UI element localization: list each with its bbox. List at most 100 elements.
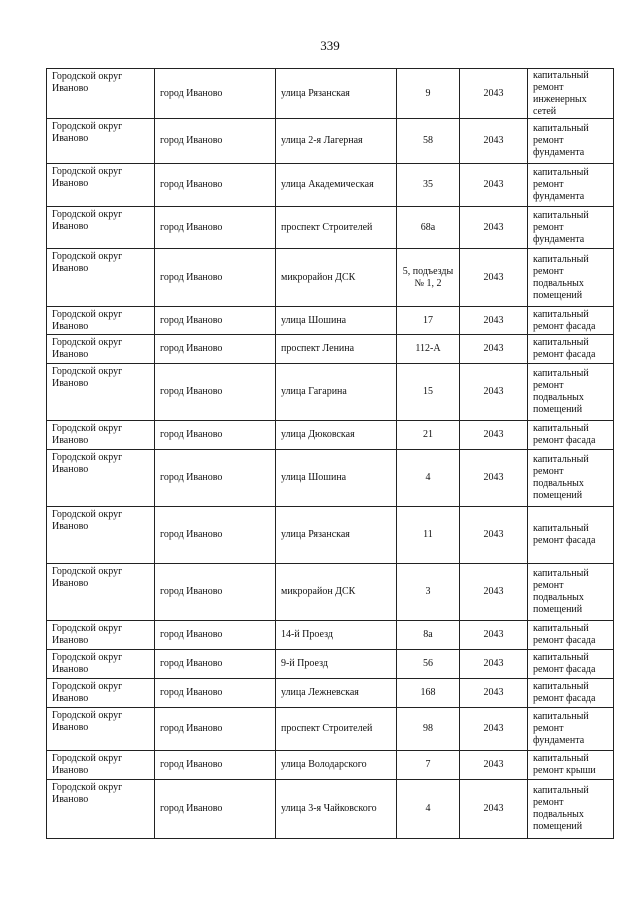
work-type-cell: капитальный ремонт фасада [527, 420, 614, 450]
table-row: Городской округ Иваново город Иваново 14-й… [46, 620, 614, 650]
year-cell: 2043 [459, 206, 528, 249]
table-row: Городской округ Иваново город Иваново прос… [46, 707, 614, 751]
city-cell: город Иваново [154, 449, 276, 507]
city-cell: город Иваново [154, 620, 276, 650]
district-cell: Городской округ Иваново [46, 750, 155, 780]
street-cell: улица Рязанская [275, 68, 397, 119]
year-cell: 2043 [459, 750, 528, 780]
house-number-cell: 9 [396, 68, 460, 119]
work-type-cell: капитальный ремонт подвальных помещений [527, 449, 614, 507]
work-type-cell: капитальный ремонт фасада [527, 306, 614, 335]
street-cell: 9-й Проезд [275, 649, 397, 679]
work-type-cell: капитальный ремонт инженерных сетей [527, 68, 614, 119]
house-number-cell: 11 [396, 506, 460, 564]
work-type-cell: капитальный ремонт фасада [527, 649, 614, 679]
table-row: Городской округ Иваново город Иваново улиц… [46, 118, 614, 164]
year-cell: 2043 [459, 620, 528, 650]
district-cell: Городской округ Иваново [46, 363, 155, 421]
district-cell: Городской округ Иваново [46, 420, 155, 450]
city-cell: город Иваново [154, 563, 276, 621]
year-cell: 2043 [459, 334, 528, 364]
year-cell: 2043 [459, 779, 528, 839]
street-cell: улица Академическая [275, 163, 397, 207]
year-cell: 2043 [459, 506, 528, 564]
house-number-cell: 56 [396, 649, 460, 679]
year-cell: 2043 [459, 118, 528, 164]
work-type-cell: капитальный ремонт фасада [527, 506, 614, 564]
table-row: Городской округ Иваново город Иваново прос… [46, 334, 614, 364]
district-cell: Городской округ Иваново [46, 206, 155, 249]
district-cell: Городской округ Иваново [46, 334, 155, 364]
city-cell: город Иваново [154, 420, 276, 450]
house-number-cell: 168 [396, 678, 460, 708]
work-type-cell: капитальный ремонт подвальных помещений [527, 779, 614, 839]
house-number-cell: 8а [396, 620, 460, 650]
district-cell: Городской округ Иваново [46, 563, 155, 621]
house-number-cell: 17 [396, 306, 460, 335]
work-type-cell: капитальный ремонт фундамента [527, 163, 614, 207]
housing-repair-table: Городской округ Иваново город Иваново улиц… [46, 68, 614, 839]
street-cell: улица Рязанская [275, 506, 397, 564]
year-cell: 2043 [459, 649, 528, 679]
district-cell: Городской округ Иваново [46, 707, 155, 751]
table-row: Городской округ Иваново город Иваново улиц… [46, 506, 614, 564]
district-cell: Городской округ Иваново [46, 306, 155, 335]
table-row: Городской округ Иваново город Иваново улиц… [46, 750, 614, 780]
city-cell: город Иваново [154, 163, 276, 207]
table-row: Городской округ Иваново город Иваново микр… [46, 563, 614, 621]
work-type-cell: капитальный ремонт подвальных помещений [527, 363, 614, 421]
street-cell: проспект Строителей [275, 206, 397, 249]
city-cell: город Иваново [154, 248, 276, 307]
house-number-cell: 15 [396, 363, 460, 421]
city-cell: город Иваново [154, 306, 276, 335]
table-row: Городской округ Иваново город Иваново микр… [46, 248, 614, 307]
year-cell: 2043 [459, 248, 528, 307]
year-cell: 2043 [459, 420, 528, 450]
district-cell: Городской округ Иваново [46, 506, 155, 564]
table-row: Городской округ Иваново город Иваново улиц… [46, 420, 614, 450]
table-row: Городской округ Иваново город Иваново улиц… [46, 678, 614, 708]
table-row: Городской округ Иваново город Иваново улиц… [46, 306, 614, 335]
work-type-cell: капитальный ремонт фундамента [527, 206, 614, 249]
city-cell: город Иваново [154, 707, 276, 751]
district-cell: Городской округ Иваново [46, 163, 155, 207]
year-cell: 2043 [459, 68, 528, 119]
year-cell: 2043 [459, 563, 528, 621]
district-cell: Городской округ Иваново [46, 118, 155, 164]
district-cell: Городской округ Иваново [46, 68, 155, 119]
page-number: 339 [320, 38, 340, 53]
district-cell: Городской округ Иваново [46, 649, 155, 679]
work-type-cell: капитальный ремонт подвальных помещений [527, 248, 614, 307]
house-number-cell: 58 [396, 118, 460, 164]
house-number-cell: 112-А [396, 334, 460, 364]
city-cell: город Иваново [154, 68, 276, 119]
city-cell: город Иваново [154, 118, 276, 164]
work-type-cell: капитальный ремонт фасада [527, 334, 614, 364]
year-cell: 2043 [459, 163, 528, 207]
house-number-cell: 98 [396, 707, 460, 751]
house-number-cell: 35 [396, 163, 460, 207]
table-row: Городской округ Иваново город Иваново 9-й … [46, 649, 614, 679]
city-cell: город Иваново [154, 649, 276, 679]
year-cell: 2043 [459, 306, 528, 335]
house-number-cell: 5, подъезды № 1, 2 [396, 248, 460, 307]
street-cell: улица Дюковская [275, 420, 397, 450]
house-number-cell: 4 [396, 779, 460, 839]
district-cell: Городской округ Иваново [46, 449, 155, 507]
city-cell: город Иваново [154, 506, 276, 564]
city-cell: город Иваново [154, 678, 276, 708]
street-cell: улица Гагарина [275, 363, 397, 421]
work-type-cell: капитальный ремонт фундамента [527, 707, 614, 751]
city-cell: город Иваново [154, 750, 276, 780]
street-cell: микрорайон ДСК [275, 248, 397, 307]
work-type-cell: капитальный ремонт подвальных помещений [527, 563, 614, 621]
work-type-cell: капитальный ремонт фасада [527, 678, 614, 708]
year-cell: 2043 [459, 449, 528, 507]
year-cell: 2043 [459, 707, 528, 751]
street-cell: проспект Ленина [275, 334, 397, 364]
table-row: Городской округ Иваново город Иваново улиц… [46, 363, 614, 421]
table-row: Городской округ Иваново город Иваново улиц… [46, 449, 614, 507]
street-cell: улица Шошина [275, 306, 397, 335]
table-row: Городской округ Иваново город Иваново улиц… [46, 779, 614, 839]
house-number-cell: 68а [396, 206, 460, 249]
